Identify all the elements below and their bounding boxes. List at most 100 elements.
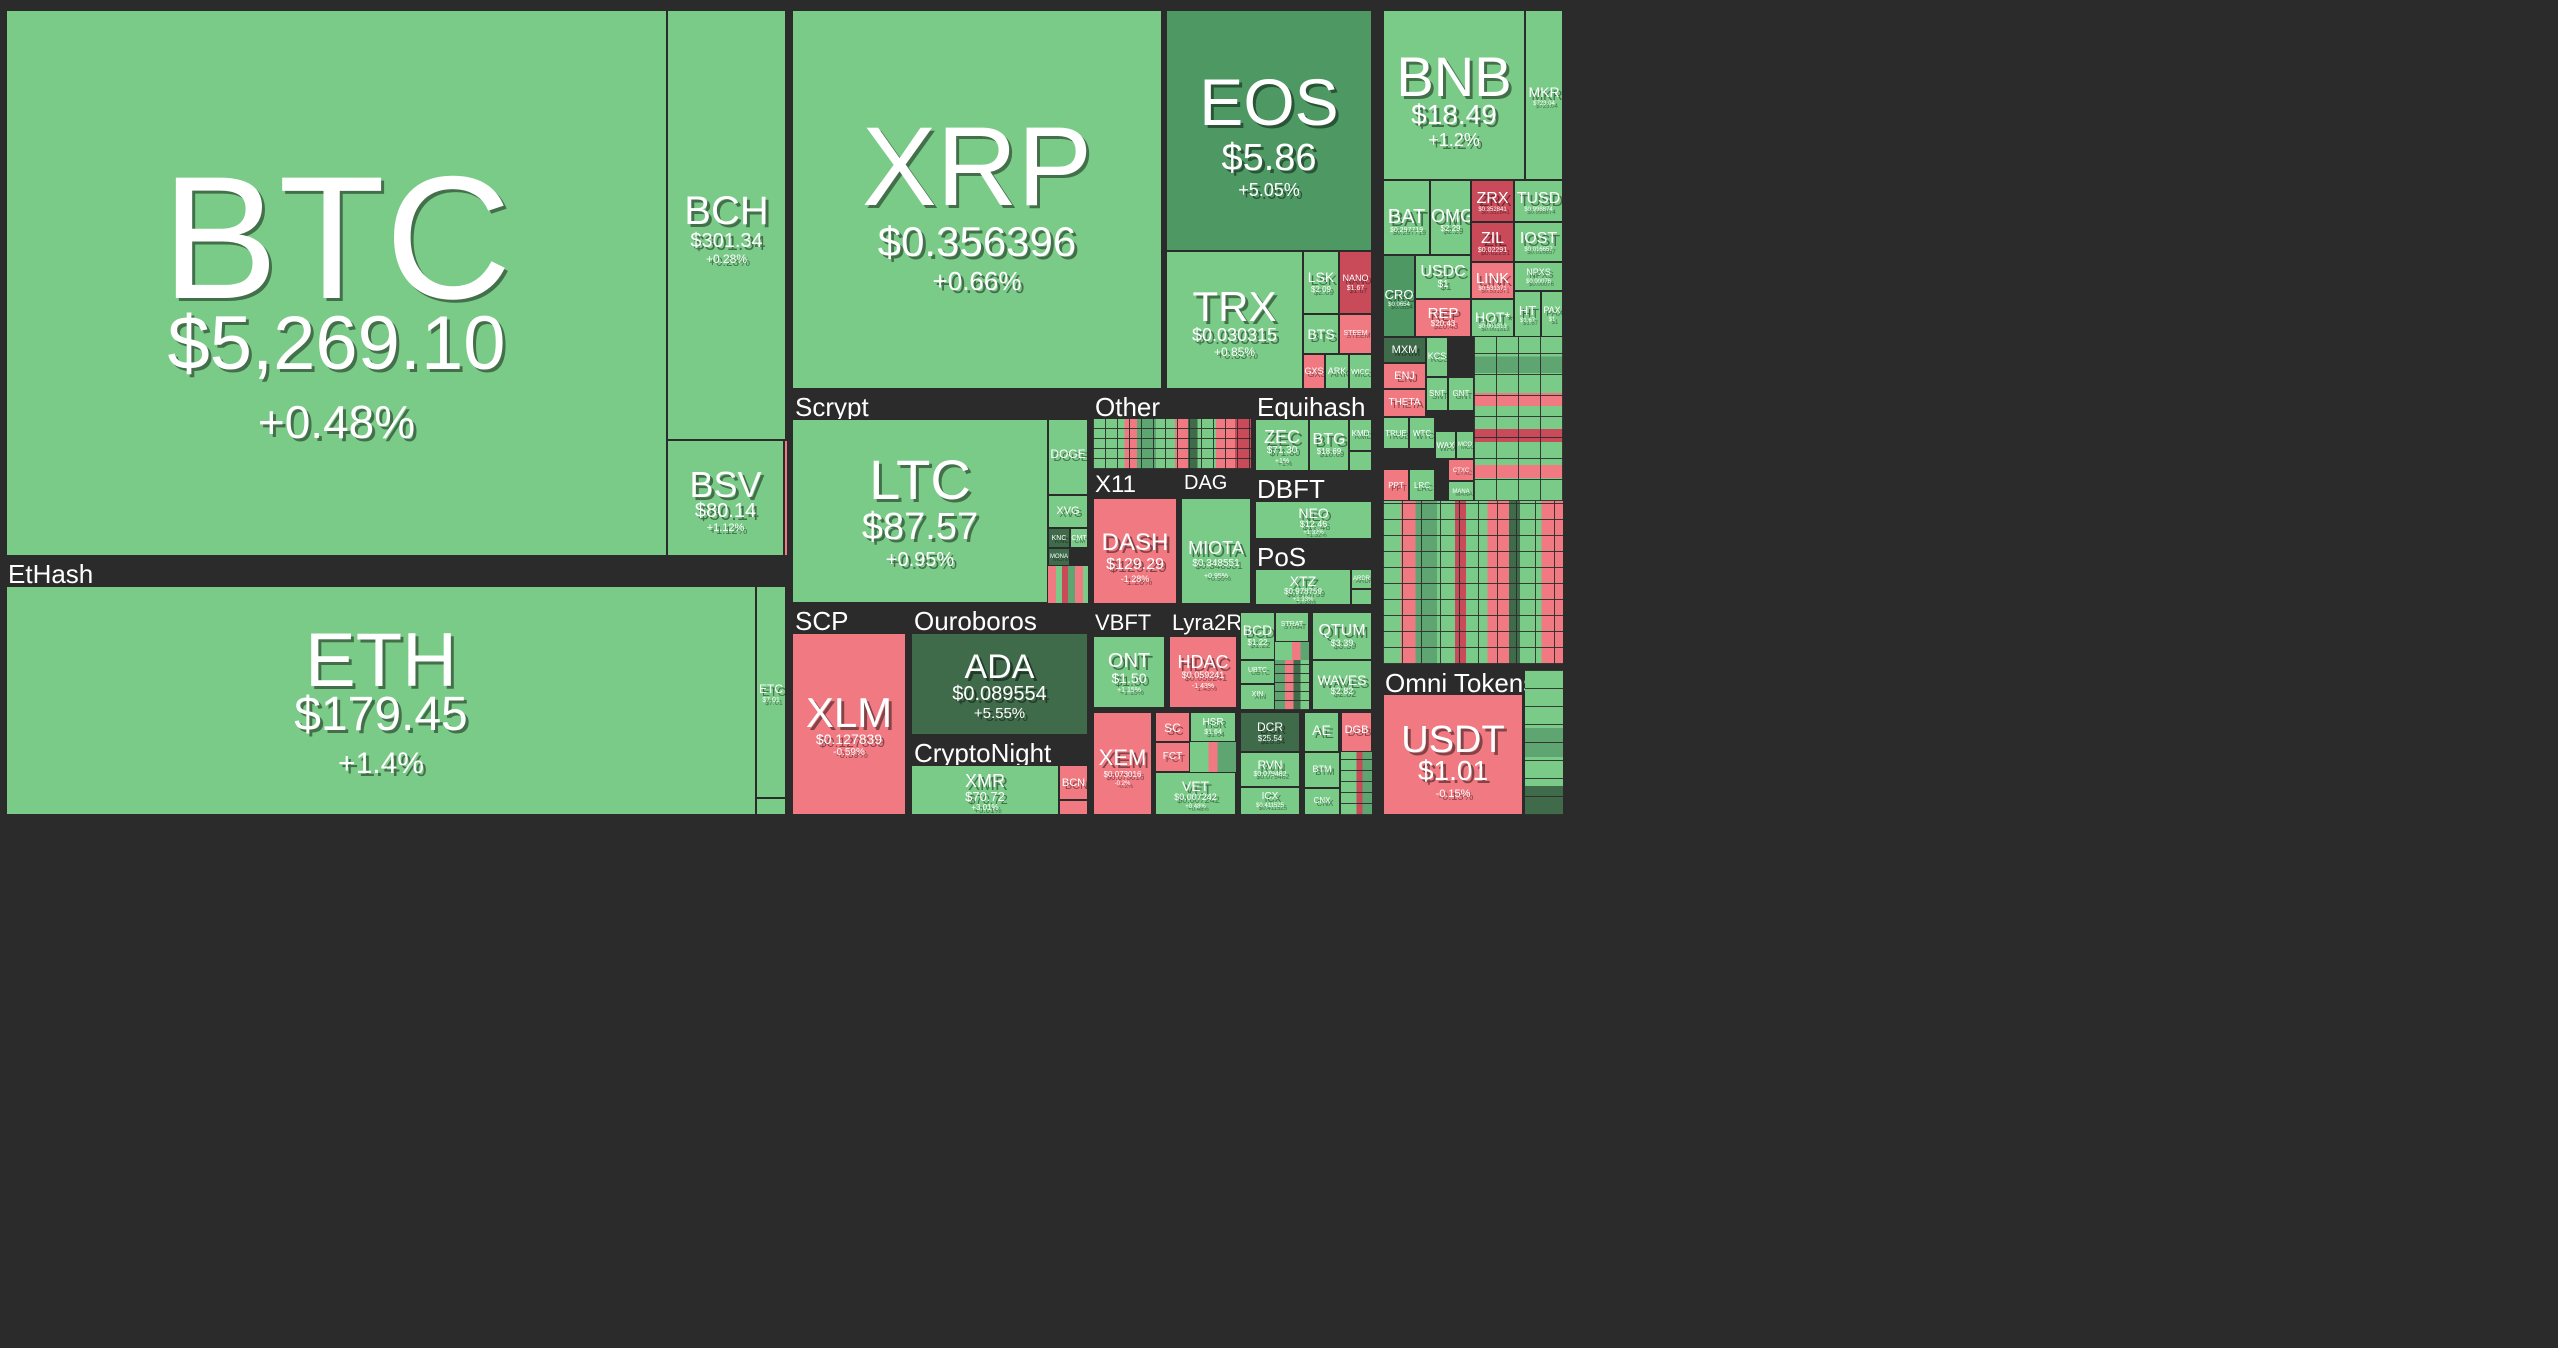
tile-waves[interactable]: WAVES $2.82 — [1312, 660, 1372, 710]
tile-mxm[interactable]: MXM — [1383, 337, 1426, 363]
tile-zec[interactable]: ZEC $71.30 +1% — [1255, 419, 1309, 471]
tile-usdc[interactable]: USDC $1 — [1415, 255, 1471, 299]
tile-enj[interactable]: ENJ — [1383, 363, 1426, 389]
tile-kmd-neighbor[interactable] — [1349, 451, 1372, 471]
tile-lsk[interactable]: LSK $2.09 — [1303, 251, 1339, 314]
tile-cnx-symbol: CNX — [1313, 796, 1331, 805]
tile-ltc[interactable]: LTC $87.57 +0.95% — [792, 419, 1048, 603]
tile-mkr[interactable]: MKR $723.04 — [1525, 10, 1563, 180]
tile-strat[interactable]: STRAT — [1275, 612, 1309, 642]
tile-eos[interactable]: EOS $5.86 +5.05% — [1166, 10, 1372, 251]
tile-bch[interactable]: BCH $301.34 +0.28% — [667, 10, 786, 440]
tile-ctxc[interactable]: CTXC — [1448, 459, 1474, 481]
tile-link[interactable]: LINK $0.531371 — [1471, 262, 1514, 299]
tile-pax[interactable]: PAX $1 — [1541, 291, 1563, 337]
tile-btg[interactable]: BTG $18.69 — [1309, 419, 1349, 471]
tile-zil[interactable]: ZIL $0.02291 — [1471, 222, 1514, 262]
tile-bnb[interactable]: BNB $18.49 +1.2% — [1383, 10, 1525, 180]
tile-wax[interactable]: WAX — [1435, 431, 1456, 459]
tile-mana[interactable]: MANA — [1448, 481, 1474, 501]
tile-bcn[interactable]: BCN — [1059, 765, 1088, 800]
tile-ubtc[interactable]: UBTC — [1240, 660, 1275, 684]
tile-lrc[interactable]: LRC — [1409, 469, 1435, 501]
tile-xvg[interactable]: XVG — [1048, 495, 1088, 528]
tile-kmd[interactable]: KMD — [1349, 419, 1372, 451]
tile-ae[interactable]: AE — [1304, 712, 1339, 752]
tile-hdac[interactable]: HDAC $0.059241 -1.43% — [1169, 636, 1237, 708]
tile-bcn-neighbor[interactable] — [1059, 800, 1088, 815]
tile-icx[interactable]: ICX $0.411525 — [1240, 787, 1300, 815]
tile-gnt[interactable]: GNT — [1448, 377, 1474, 411]
tile-nano[interactable]: NANO $1.67 — [1339, 251, 1372, 314]
section-label-pos: PoS — [1257, 542, 1307, 572]
tile-snt[interactable]: SNT — [1426, 377, 1448, 411]
tile-ardr[interactable]: ARDR — [1351, 569, 1372, 589]
tile-rep[interactable]: REP $20.43 — [1415, 299, 1471, 337]
tile-bat[interactable]: BAT $0.297719 — [1383, 180, 1430, 255]
tile-cmt[interactable]: CMT — [1070, 528, 1088, 548]
tile-vet[interactable]: VET $0.007242 +0.48% — [1155, 772, 1236, 815]
tile-fct[interactable]: FCT — [1155, 742, 1190, 772]
tile-ht[interactable]: HT $1.67 — [1514, 291, 1541, 337]
tile-bch-symbol: BCH — [684, 189, 769, 233]
tile-xmr[interactable]: XMR $70.72 +3.01% — [911, 765, 1059, 815]
tile-trx[interactable]: TRX $0.030315 +0.85% — [1166, 251, 1303, 389]
tile-usdt[interactable]: USDT $1.01 -0.15% — [1383, 694, 1523, 815]
tile-dash[interactable]: DASH $129.29 -1.28% — [1093, 498, 1177, 604]
tile-bsv-neighbor[interactable] — [784, 440, 788, 556]
tile-bts[interactable]: BTS — [1303, 314, 1339, 354]
tile-miota[interactable]: MIOTA $0.348551 +0.95% — [1181, 498, 1251, 604]
tile-etc-small[interactable] — [756, 798, 786, 815]
tile-hot[interactable]: HOT* $0.001313 — [1471, 299, 1514, 337]
tile-etc[interactable]: ETC $7.01 — [756, 586, 786, 798]
tile-gxs[interactable]: GXS — [1303, 354, 1325, 389]
tile-theta[interactable]: THETA — [1383, 389, 1426, 417]
tile-knc[interactable]: KNC — [1048, 528, 1070, 548]
tile-rvn[interactable]: RVN $0.079482 — [1240, 752, 1300, 787]
tile-iost-price: $0.016657 — [1524, 247, 1553, 253]
tile-xin[interactable]: XIN — [1240, 684, 1275, 710]
tile-xem[interactable]: XEM $0.073016 -0.2% — [1093, 712, 1152, 815]
tile-tusd[interactable]: TUSD $0.998874 — [1514, 180, 1563, 222]
tile-ont[interactable]: ONT $1.50 +1.15% — [1093, 636, 1165, 708]
tile-xtz[interactable]: XTZ $0.978759 +1.33% — [1255, 569, 1351, 605]
tile-bcn-symbol: BCN — [1061, 777, 1086, 789]
tile-npxs[interactable]: NPXS $0.00076 — [1514, 262, 1563, 291]
tile-cnx[interactable]: CNX — [1304, 788, 1340, 815]
tile-doge[interactable]: DOGE — [1048, 419, 1088, 495]
tile-hsr[interactable]: HSR $1.64 — [1190, 712, 1236, 742]
tile-fct-symbol: FCT — [1162, 751, 1183, 762]
tile-true[interactable]: TRUE — [1383, 417, 1409, 449]
tile-mona[interactable]: MONA — [1048, 548, 1070, 566]
tile-ark[interactable]: ARK — [1325, 354, 1349, 389]
tile-usdt-price: $1.01 — [1417, 755, 1489, 786]
tile-dash-change: -1.28% — [1120, 574, 1150, 584]
tile-iost[interactable]: IOST $0.016657 — [1514, 222, 1563, 262]
tile-xem-symbol: XEM — [1098, 745, 1147, 770]
tile-kcs[interactable]: KCS — [1426, 337, 1448, 377]
tile-xlm[interactable]: XLM $0.127839 -0.59% — [792, 633, 906, 815]
tile-mco[interactable]: MCO — [1456, 431, 1474, 459]
tile-sc[interactable]: SC — [1155, 712, 1190, 742]
tile-qtum[interactable]: QTUM $3.39 — [1312, 612, 1372, 660]
tile-eth[interactable]: ETH $179.45 +1.4% — [6, 586, 756, 815]
tile-bsv[interactable]: BSV $80.14 +1.12% — [667, 440, 784, 556]
tile-wtc[interactable]: WTC — [1409, 417, 1435, 449]
tile-dgb[interactable]: DGB — [1341, 712, 1372, 752]
tile-bcd[interactable]: BCD $1.22 — [1240, 612, 1275, 660]
tile-xlm-symbol: XLM — [805, 689, 893, 736]
tile-zrx[interactable]: ZRX $0.352841 — [1471, 180, 1514, 222]
tile-dcr[interactable]: DCR $25.54 — [1240, 712, 1300, 752]
tile-btc[interactable]: BTC $5,269.10 +0.48% — [6, 10, 667, 556]
tile-btm[interactable]: BTM — [1304, 752, 1340, 788]
tile-ardr-neighbor[interactable] — [1351, 589, 1372, 605]
tile-tusd-symbol: TUSD — [1516, 190, 1561, 207]
tile-ppt[interactable]: PPT — [1383, 469, 1409, 501]
tile-xrp[interactable]: XRP $0.356396 +0.66% — [792, 10, 1162, 389]
tile-ada[interactable]: ADA $0.089554 +5.55% — [911, 633, 1088, 735]
tile-wicc[interactable]: WICC — [1349, 354, 1372, 389]
tile-steem[interactable]: STEEM — [1339, 314, 1372, 354]
tile-cro[interactable]: CRO $0.0654 — [1383, 255, 1415, 337]
tile-omg[interactable]: OMG $2.29 — [1430, 180, 1471, 255]
tile-neo[interactable]: NEO $12.46 +1.32% — [1255, 501, 1372, 539]
